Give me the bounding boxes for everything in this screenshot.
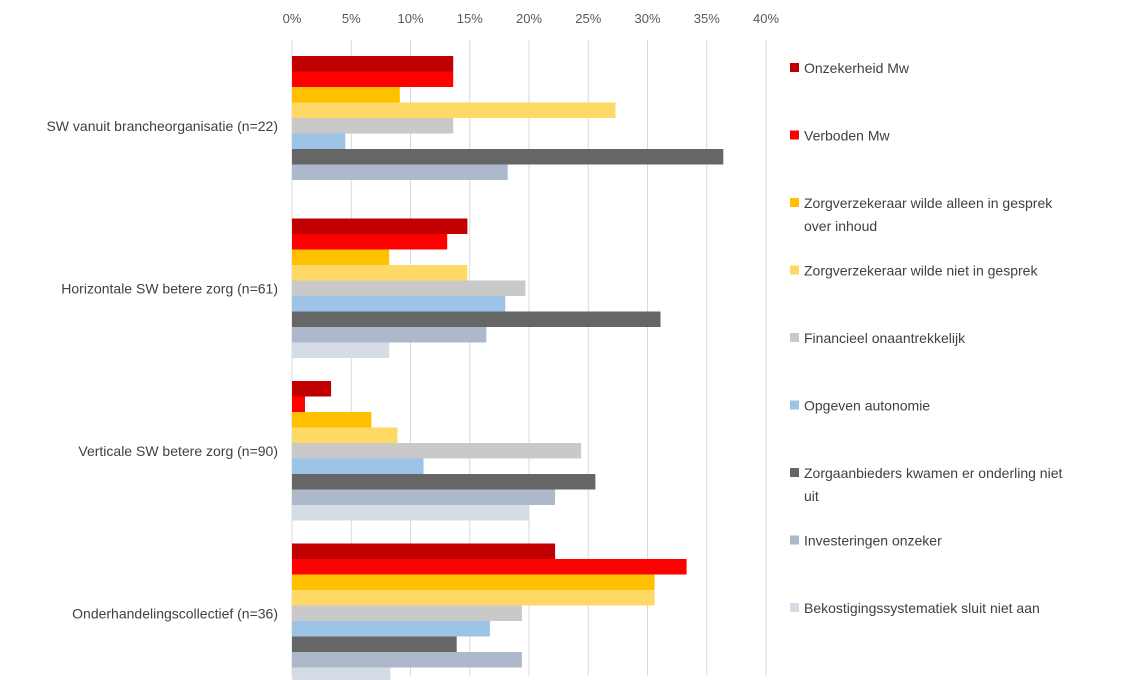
- bar-zorgverzekeraar-wilde-niet-in-gesprek: [292, 590, 655, 606]
- bar-opgeven-autonomie: [292, 133, 346, 149]
- bar-opgeven-autonomie: [292, 458, 424, 474]
- bar-zorgaanbieders-kwamen-er-onderling-niet-uit: [292, 149, 724, 165]
- bar-bekostigingssystematiek-sluit-niet-aan: [292, 342, 390, 358]
- legend-label: Opgeven autonomie: [804, 398, 930, 414]
- bar-opgeven-autonomie: [292, 621, 490, 637]
- bar-onzekerheid-mw: [292, 543, 556, 559]
- x-tick-label: 20%: [516, 11, 542, 26]
- category-label: Horizontale SW betere zorg (n=61): [61, 280, 278, 296]
- x-tick-label: 35%: [694, 11, 720, 26]
- bar-bekostigingssystematiek-sluit-niet-aan: [292, 505, 529, 521]
- x-tick-label: 15%: [457, 11, 483, 26]
- bar-financieel-onaantrekkelijk: [292, 605, 522, 621]
- category-label: Verticale SW betere zorg (n=90): [78, 443, 278, 459]
- bar-investeringen-onzeker: [292, 489, 556, 505]
- bar-verboden-mw: [292, 396, 305, 412]
- bar-zorgverzekeraar-wilde-alleen-in-gesprek-over-inhoud: [292, 574, 655, 590]
- legend-label: Investeringen onzeker: [804, 533, 942, 549]
- bar-onzekerheid-mw: [292, 56, 454, 72]
- legend-label: Bekostigingssystematiek sluit niet aan: [804, 600, 1040, 616]
- legend-label: Zorgaanbieders kwamen er onderling niet u…: [804, 465, 1062, 504]
- category-labels: SW vanuit brancheorganisatie (n=22) Horiz…: [46, 118, 278, 621]
- legend-swatch: [790, 468, 799, 477]
- legend-swatch: [790, 603, 799, 612]
- bar-zorgaanbieders-kwamen-er-onderling-niet-uit: [292, 311, 661, 327]
- bar-verboden-mw: [292, 234, 448, 250]
- bar-zorgverzekeraar-wilde-alleen-in-gesprek-over-inhoud: [292, 412, 372, 428]
- bar-onzekerheid-mw: [292, 381, 332, 397]
- x-tick-label: 10%: [397, 11, 423, 26]
- bar-financieel-onaantrekkelijk: [292, 280, 526, 296]
- legend-swatch: [790, 333, 799, 342]
- bar-bekostigingssystematiek-sluit-niet-aan: [292, 667, 391, 680]
- bar-zorgverzekeraar-wilde-niet-in-gesprek: [292, 427, 398, 443]
- bars: [292, 56, 724, 680]
- bar-verboden-mw: [292, 559, 687, 575]
- bar-zorgverzekeraar-wilde-niet-in-gesprek: [292, 265, 468, 281]
- bar-zorgaanbieders-kwamen-er-onderling-niet-uit: [292, 636, 457, 652]
- legend: Onzekerheid Mw Verboden Mw Zorgverzekeraar…: [790, 60, 1062, 616]
- x-axis-ticks: 0% 5% 10% 15% 20% 25% 30% 35% 40%: [283, 11, 780, 26]
- legend-label: Onzekerheid Mw: [804, 60, 910, 76]
- legend-swatch: [790, 198, 799, 207]
- bar-zorgverzekeraar-wilde-alleen-in-gesprek-over-inhoud: [292, 249, 390, 265]
- bar-opgeven-autonomie: [292, 296, 506, 312]
- bar-financieel-onaantrekkelijk: [292, 118, 454, 134]
- x-tick-label: 30%: [634, 11, 660, 26]
- legend-swatch: [790, 400, 799, 410]
- x-tick-label: 25%: [575, 11, 601, 26]
- x-tick-label: 0%: [283, 11, 302, 26]
- category-label: Onderhandelingscollectief (n=36): [72, 605, 278, 621]
- legend-swatch: [790, 535, 799, 545]
- x-tick-label: 40%: [753, 11, 779, 26]
- bar-investeringen-onzeker: [292, 164, 508, 180]
- bar-zorgverzekeraar-wilde-alleen-in-gesprek-over-inhoud: [292, 87, 400, 103]
- legend-label: Verboden Mw: [804, 128, 890, 144]
- bar-onzekerheid-mw: [292, 218, 468, 234]
- bar-investeringen-onzeker: [292, 652, 522, 668]
- x-tick-label: 5%: [342, 11, 361, 26]
- legend-label: Zorgverzekeraar wilde alleen in gesprek o…: [804, 195, 1053, 234]
- legend-swatch: [790, 265, 799, 275]
- legend-label: Financieel onaantrekkelijk: [804, 330, 966, 346]
- bar-verboden-mw: [292, 71, 454, 87]
- bar-financieel-onaantrekkelijk: [292, 443, 582, 459]
- bar-investeringen-onzeker: [292, 327, 487, 343]
- legend-swatch: [790, 130, 799, 140]
- bar-zorgaanbieders-kwamen-er-onderling-niet-uit: [292, 474, 596, 490]
- category-label: SW vanuit brancheorganisatie (n=22): [46, 118, 278, 134]
- legend-swatch: [790, 63, 799, 72]
- legend-label: Zorgverzekeraar wilde niet in gesprek: [804, 263, 1038, 279]
- bar-zorgverzekeraar-wilde-niet-in-gesprek: [292, 102, 616, 118]
- gridlines: [291, 40, 767, 676]
